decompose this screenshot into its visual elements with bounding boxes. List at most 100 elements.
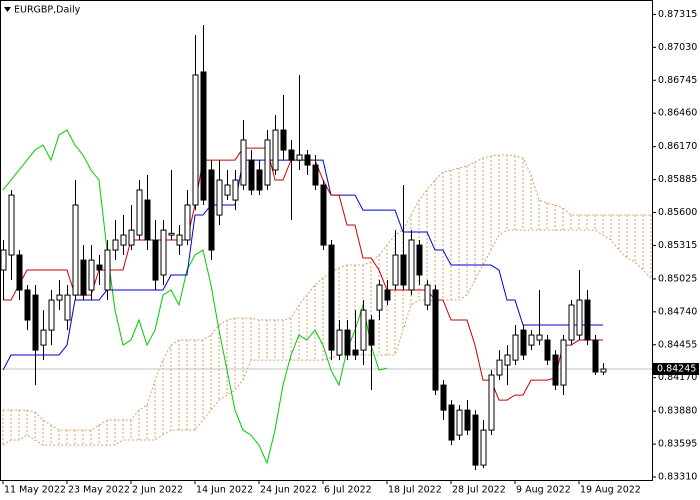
candle-body bbox=[432, 289, 439, 391]
y-tick-label: 0.87030 bbox=[658, 42, 697, 53]
current-price-box bbox=[653, 363, 699, 376]
candle-body bbox=[56, 294, 63, 301]
candle-body bbox=[544, 339, 551, 361]
x-tick-label: 23 May 2022 bbox=[68, 485, 130, 496]
candle-body bbox=[72, 204, 79, 296]
y-tick-label: 0.83310 bbox=[658, 471, 697, 482]
candle-body bbox=[296, 154, 303, 161]
candle-body bbox=[232, 179, 239, 201]
candle-body bbox=[184, 204, 191, 241]
chart-title: EURGBP,Daily bbox=[14, 5, 81, 16]
candle-body bbox=[592, 339, 599, 373]
x-tick-label: 6 Jul 2022 bbox=[324, 485, 372, 496]
senkou-span-a bbox=[3, 154, 651, 431]
candle-body bbox=[536, 334, 543, 341]
candle-body bbox=[264, 139, 271, 186]
candle-body bbox=[32, 294, 39, 351]
x-tick-label: 9 Aug 2022 bbox=[516, 485, 571, 496]
candle-body bbox=[112, 239, 119, 251]
y-tick-label: 0.84740 bbox=[658, 306, 697, 317]
candle-body bbox=[248, 159, 255, 191]
candle-body bbox=[224, 184, 231, 196]
candle-body bbox=[456, 409, 463, 436]
candle-body bbox=[584, 299, 591, 341]
candle-body bbox=[568, 304, 575, 341]
candle-body bbox=[496, 359, 503, 376]
candle-body bbox=[24, 289, 31, 321]
tenkan-sen bbox=[3, 147, 603, 401]
y-tick-label: 0.83880 bbox=[658, 406, 697, 417]
x-tick-label: 2 Jun 2022 bbox=[132, 485, 183, 496]
candle-body bbox=[160, 229, 167, 276]
candle-body bbox=[480, 429, 487, 466]
y-tick-label: 0.87315 bbox=[658, 9, 697, 20]
candle-body bbox=[408, 239, 415, 291]
candle-body bbox=[488, 374, 495, 431]
candle-body bbox=[400, 254, 407, 286]
candle-body bbox=[352, 349, 359, 356]
candle-body bbox=[384, 289, 391, 301]
x-tick-label: 28 Jul 2022 bbox=[452, 485, 506, 496]
candle-body bbox=[0, 249, 7, 271]
candle-body bbox=[104, 249, 111, 291]
candle-body bbox=[208, 169, 215, 251]
candle-body bbox=[576, 299, 583, 336]
candle-body bbox=[312, 164, 319, 186]
y-tick-label: 0.86170 bbox=[658, 141, 697, 152]
candle-body bbox=[48, 299, 55, 331]
candle-body bbox=[80, 259, 87, 296]
candle-body bbox=[152, 239, 159, 281]
candle-body bbox=[240, 139, 247, 186]
candle-body bbox=[304, 154, 311, 166]
candle-body bbox=[88, 259, 95, 291]
candle-body bbox=[320, 184, 327, 246]
y-tick-label: 0.84455 bbox=[658, 339, 697, 350]
candle-body bbox=[288, 149, 295, 161]
candle-body bbox=[552, 354, 559, 386]
current-price-label: 0.84245 bbox=[657, 364, 696, 375]
candle-body bbox=[600, 368, 607, 373]
candle-body bbox=[512, 334, 519, 361]
x-tick-label: 19 Aug 2022 bbox=[580, 485, 641, 496]
candle-body bbox=[144, 199, 151, 241]
plot-frame bbox=[0, 0, 653, 481]
candle-body bbox=[168, 232, 175, 236]
candle-body bbox=[416, 244, 423, 276]
y-tick-label: 0.85315 bbox=[658, 240, 697, 251]
candle-body bbox=[504, 354, 511, 366]
candle-body bbox=[344, 329, 351, 356]
symbol-icon bbox=[4, 7, 11, 12]
y-tick-label: 0.84170 bbox=[658, 372, 697, 383]
plot-area bbox=[0, 24, 652, 471]
x-tick-label: 11 May 2022 bbox=[4, 485, 66, 496]
candle-body bbox=[560, 339, 567, 386]
candle-body bbox=[136, 189, 143, 236]
candle-body bbox=[328, 244, 335, 351]
candle-body bbox=[96, 264, 103, 271]
candle-body bbox=[200, 71, 207, 201]
candle-body bbox=[120, 234, 127, 246]
candle-body bbox=[272, 129, 279, 171]
x-tick-label: 18 Jul 2022 bbox=[388, 485, 442, 496]
candle-body bbox=[368, 319, 375, 346]
candle-body bbox=[40, 329, 47, 346]
candle-body bbox=[520, 329, 527, 356]
y-tick-label: 0.86745 bbox=[658, 75, 697, 86]
candle-body bbox=[336, 329, 343, 356]
y-tick-label: 0.85025 bbox=[658, 273, 697, 284]
candle-body bbox=[176, 234, 183, 246]
candle-body bbox=[16, 254, 23, 291]
candle-body bbox=[360, 309, 367, 351]
candle-body bbox=[392, 254, 399, 286]
candle-body bbox=[376, 284, 383, 311]
candle-body bbox=[128, 229, 135, 246]
y-tick-label: 0.85600 bbox=[658, 207, 697, 218]
y-tick-label: 0.86460 bbox=[658, 108, 697, 119]
candle-body bbox=[448, 404, 455, 441]
candle-body bbox=[472, 414, 479, 466]
candle-body bbox=[64, 294, 71, 321]
candle-body bbox=[192, 74, 199, 206]
y-tick-label: 0.83595 bbox=[658, 439, 697, 450]
